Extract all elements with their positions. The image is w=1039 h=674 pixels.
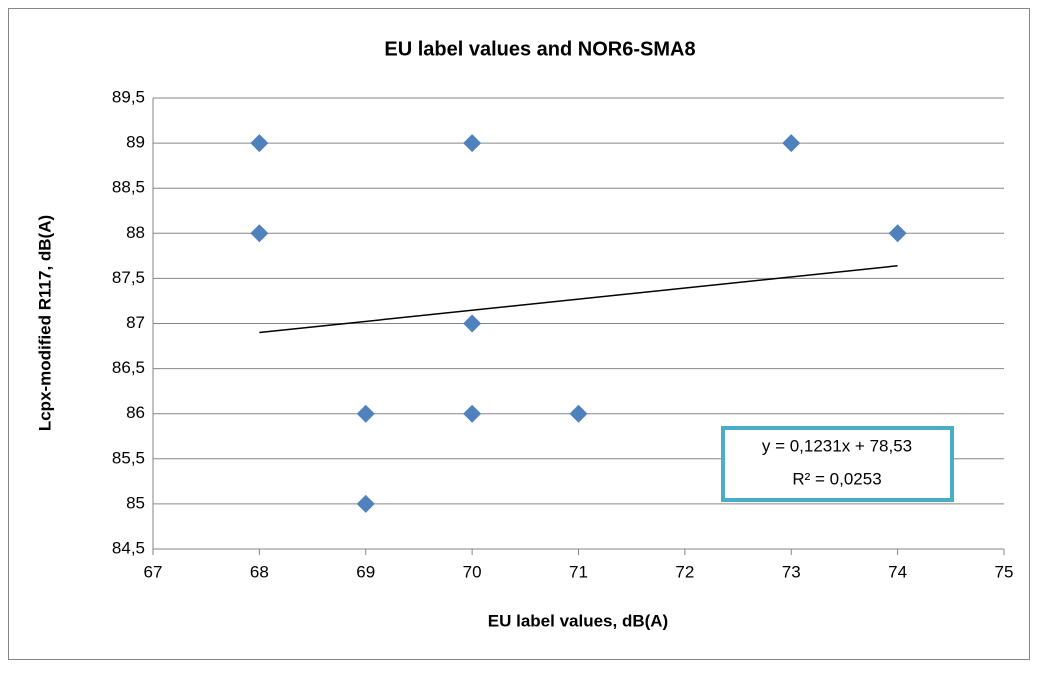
- x-tick-label: 71: [569, 562, 588, 581]
- y-tick-label: 89: [126, 133, 145, 152]
- x-tick-label: 69: [356, 562, 375, 581]
- chart-title: EU label values and NOR6-SMA8: [384, 38, 695, 60]
- scatter-point: [356, 404, 375, 423]
- x-tick-label: 73: [782, 562, 801, 581]
- y-tick-label: 85: [126, 493, 145, 512]
- y-tick-label: 87: [126, 313, 145, 332]
- y-axis-title: Lcpx-modified R117, dB(A): [35, 215, 54, 431]
- y-tick-label: 88: [126, 223, 145, 242]
- x-tick-label: 72: [675, 562, 694, 581]
- y-tick-label: 89,5: [112, 87, 145, 106]
- scatter-point: [463, 404, 482, 423]
- scatter-point: [250, 224, 269, 243]
- x-tick-label: 70: [463, 562, 482, 581]
- y-tick-label: 84,5: [112, 538, 145, 557]
- scatter-point: [463, 134, 482, 153]
- x-tick-label: 75: [995, 562, 1014, 581]
- scatter-point: [569, 404, 588, 423]
- annotation-text: R² = 0,0253: [792, 469, 881, 488]
- scatter-point: [782, 134, 801, 153]
- x-tick-label: 74: [888, 562, 907, 581]
- y-tick-label: 85,5: [112, 448, 145, 467]
- scatter-point: [250, 134, 269, 153]
- y-tick-label: 86: [126, 403, 145, 422]
- trendline: [259, 265, 898, 334]
- scatter-point: [888, 224, 907, 243]
- x-axis-title: EU label values, dB(A): [488, 611, 668, 630]
- scatter-point: [463, 314, 482, 333]
- y-tick-label: 88,5: [112, 178, 145, 197]
- y-tick-label: 87,5: [112, 268, 145, 287]
- annotation-box: [721, 426, 954, 502]
- annotation-text: y = 0,1231x + 78,53: [762, 436, 912, 455]
- chart-border: [8, 8, 1030, 660]
- y-tick-label: 86,5: [112, 358, 145, 377]
- x-tick-label: 67: [144, 562, 163, 581]
- scatter-point: [356, 494, 375, 513]
- x-tick-label: 68: [250, 562, 269, 581]
